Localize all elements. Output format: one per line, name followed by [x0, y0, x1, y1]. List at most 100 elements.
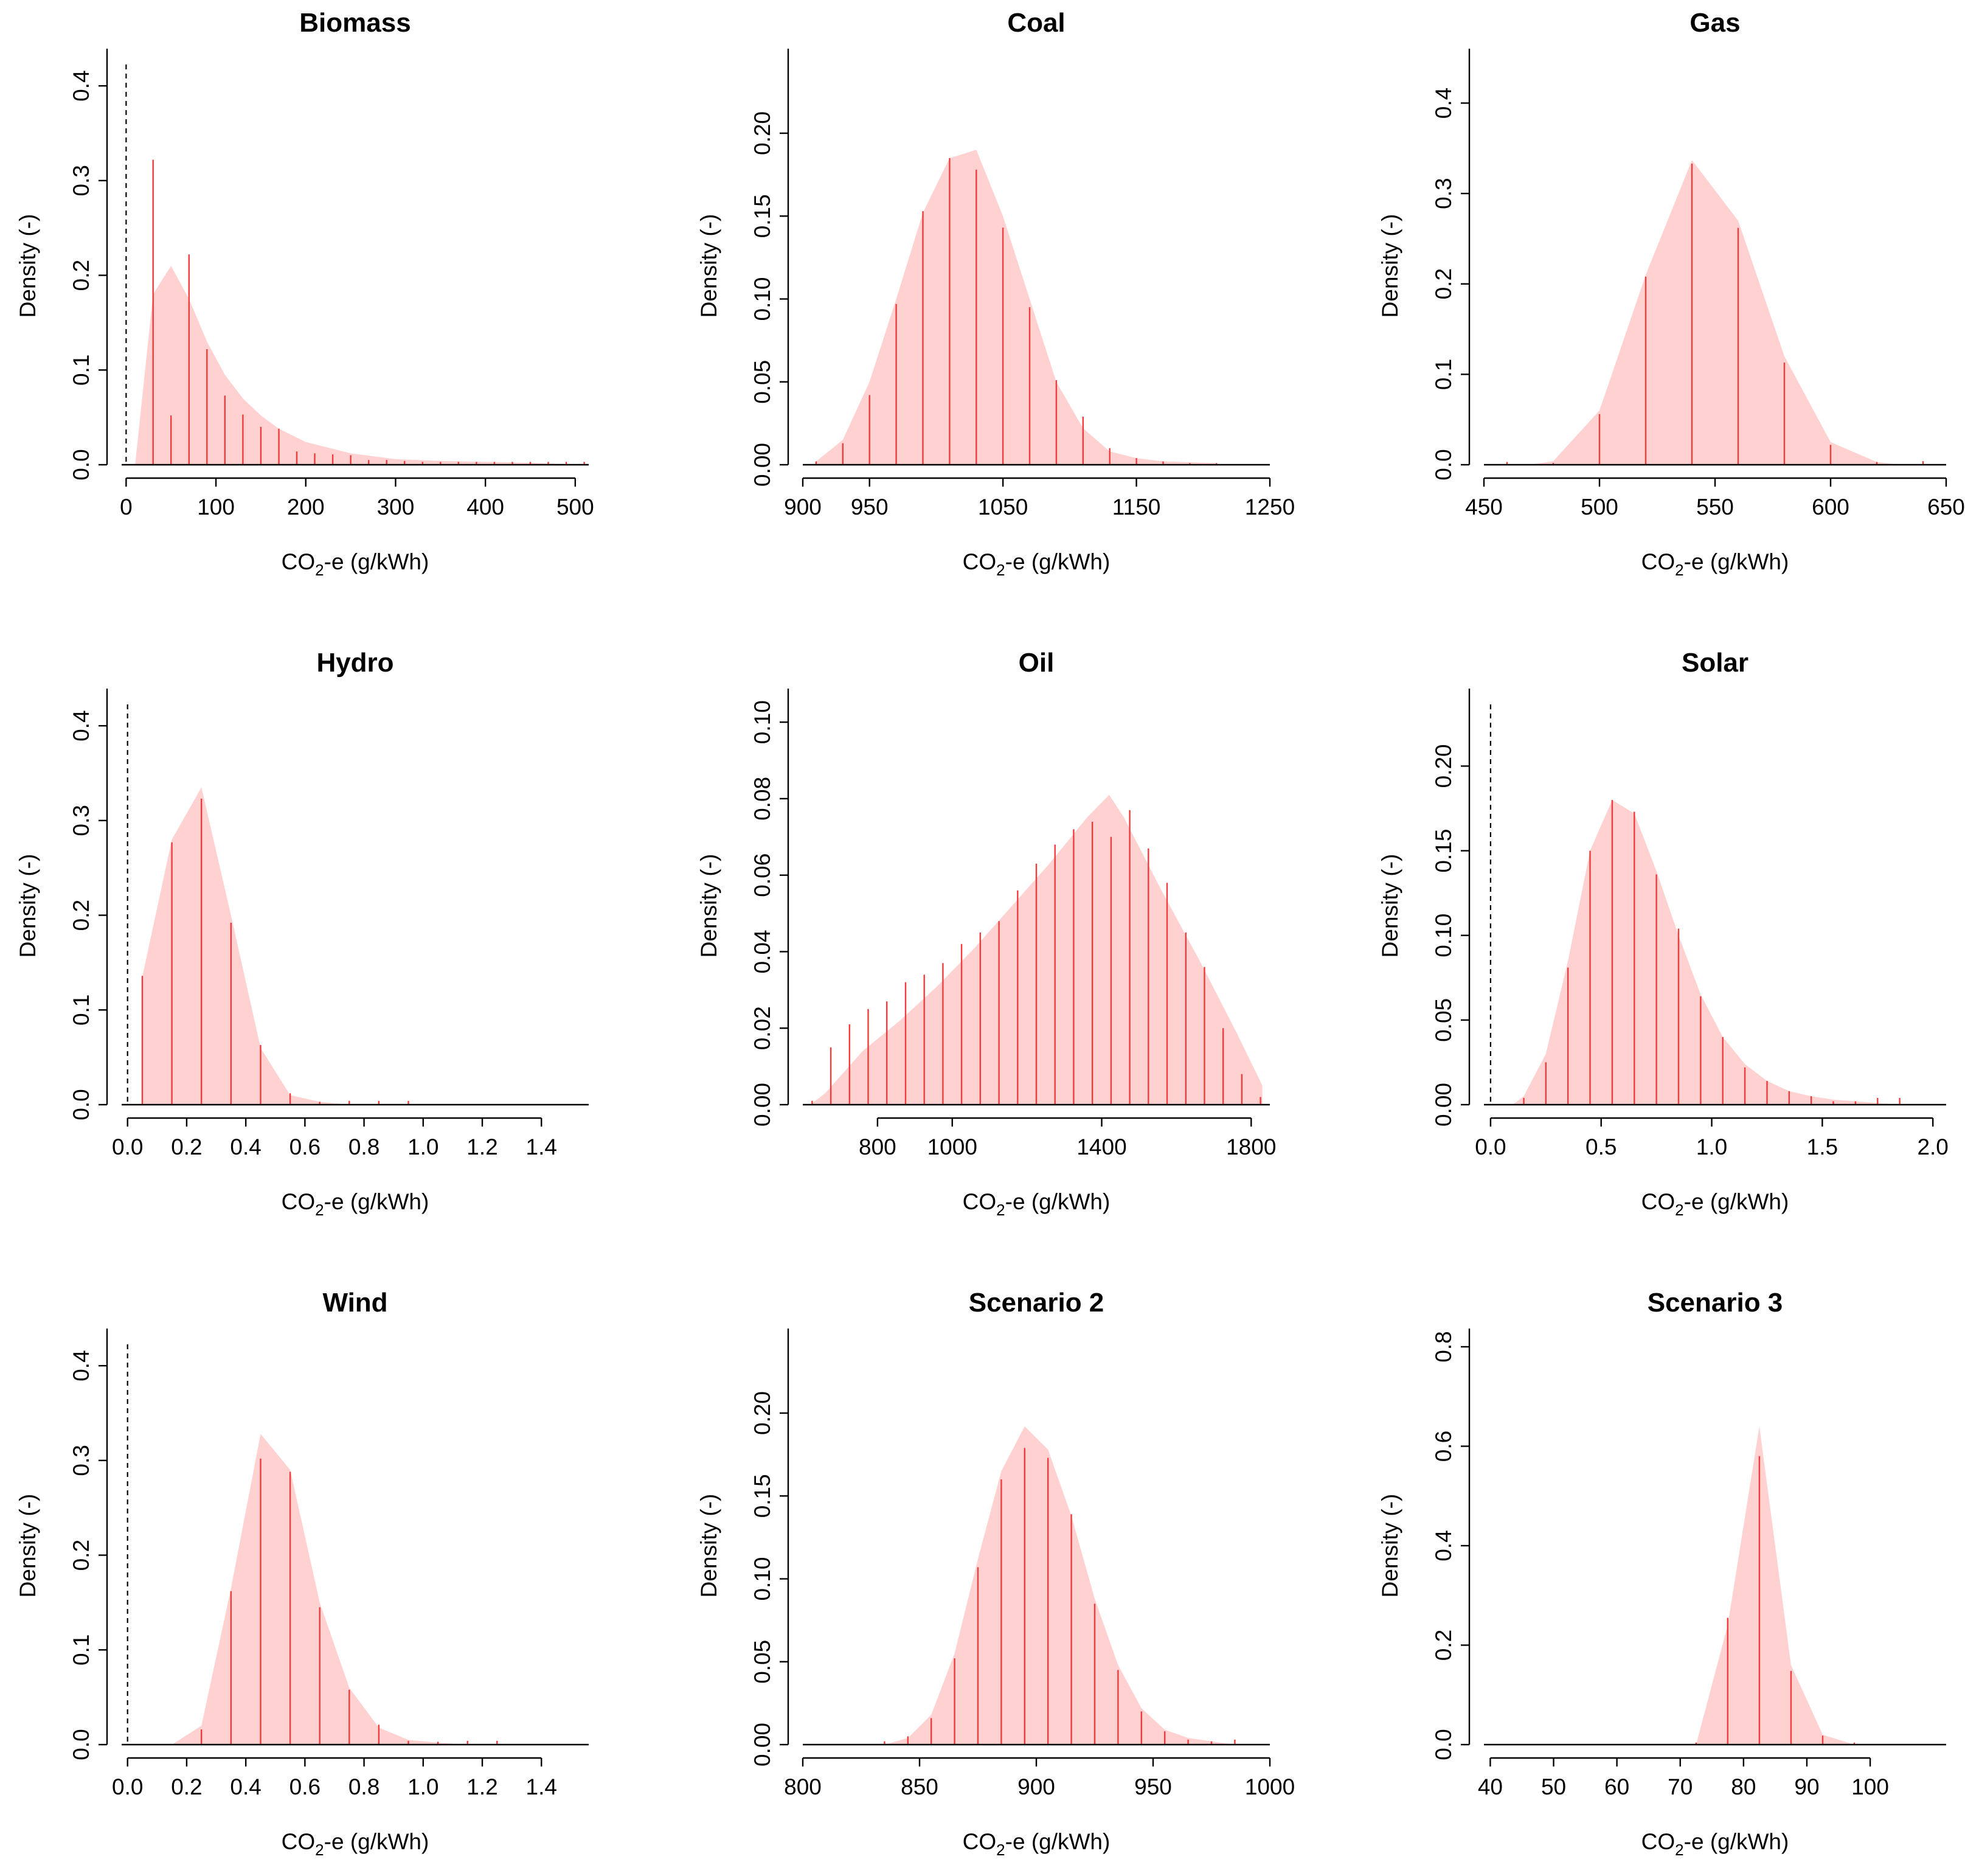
y-tick-label: 0.0 [1431, 449, 1456, 480]
x-tick-label: 1800 [1226, 1134, 1276, 1159]
y-tick-label: 0.00 [750, 1723, 775, 1767]
x-tick-label: 0.8 [348, 1134, 379, 1159]
y-tick-label: 0.20 [750, 111, 775, 155]
y-tick-label: 0.1 [1431, 359, 1456, 390]
panel-solar: 0.0 0.5 1.0 1.5 2.0 0.00 0.05 0.10 0.15 0.20 Densi… [1378, 648, 1949, 1219]
y-tick-label: 0.10 [750, 277, 775, 321]
x-tick-label: 100 [1851, 1774, 1889, 1799]
panel-coal: 900 950 1050 1150 1250 0.00 0.05 0.10 0.15 0.20 De… [696, 8, 1295, 579]
panel-scenario-2: 800 850 900 950 1000 0.00 0.05 0.10 0.15 0.20 Dens… [696, 1288, 1295, 1859]
x-axis-label: CO2-e (g/kWh) [1641, 1189, 1789, 1219]
y-axis-label: Density (-) [15, 214, 40, 318]
x-tick-label: 400 [466, 495, 504, 519]
y-tick-label: 0.1 [69, 355, 94, 386]
y-axis-label: Density (-) [696, 1494, 721, 1598]
y-tick-label: 0.8 [1431, 1331, 1456, 1362]
x-tick-label: 500 [556, 495, 594, 519]
y-tick-label: 0.3 [69, 805, 94, 836]
panel-hydro: 0.0 0.2 0.4 0.6 0.8 1.0 1.2 1.4 0.0 0.1 0.2 0.3 0.4 D… [15, 648, 589, 1219]
y-axis-label: Density (-) [1378, 214, 1402, 318]
x-axis-label: CO2-e (g/kWh) [963, 549, 1111, 579]
x-tick-label: 650 [1927, 495, 1965, 519]
x-tick-label: 800 [859, 1134, 896, 1159]
y-tick-label: 0.00 [750, 443, 775, 487]
x-tick-label: 1.2 [466, 1134, 497, 1159]
y-tick-label: 0.0 [69, 1089, 94, 1120]
x-tick-label: 1.0 [407, 1134, 438, 1159]
panel-gas: 450 500 550 600 650 0.0 0.1 0.2 0.3 0.4 Density (-… [1378, 8, 1965, 579]
x-tick-label: 1000 [927, 1134, 977, 1159]
density-area [142, 787, 350, 1105]
x-axis-label: CO2-e (g/kWh) [282, 1189, 429, 1219]
x-tick-label: 500 [1581, 495, 1618, 519]
x-tick-label: 600 [1812, 495, 1849, 519]
y-tick-label: 0.08 [750, 777, 775, 821]
density-area [1530, 160, 1900, 465]
x-tick-label: 450 [1465, 495, 1503, 519]
x-tick-label: 0.5 [1586, 1134, 1617, 1159]
y-tick-label: 0.10 [1431, 914, 1456, 957]
y-tick-label: 0.4 [69, 1350, 94, 1381]
panel-title: Oil [1019, 648, 1055, 678]
y-tick-label: 0.00 [1431, 1083, 1456, 1127]
panel-scenario-3: 40 50 60 70 80 90 100 0.0 0.2 0.4 0.6 0.8 Density (-… [1378, 1288, 1946, 1859]
y-tick-label: 0.20 [1431, 744, 1456, 788]
x-tick-label: 1.4 [526, 1774, 557, 1799]
y-axis-label: Density (-) [696, 214, 721, 318]
x-tick-label: 1250 [1245, 495, 1295, 519]
x-tick-label: 1.4 [526, 1134, 557, 1159]
panel-title: Gas [1689, 8, 1740, 38]
y-tick-label: 0.2 [69, 900, 94, 931]
y-tick-label: 0.1 [69, 995, 94, 1026]
y-tick-label: 0.4 [69, 70, 94, 101]
x-tick-label: 0.6 [289, 1774, 321, 1799]
x-axis-label: CO2-e (g/kWh) [282, 1829, 429, 1859]
y-tick-label: 0.0 [69, 449, 94, 480]
x-tick-label: 0.0 [112, 1134, 143, 1159]
x-tick-label: 950 [1134, 1774, 1172, 1799]
x-tick-label: 850 [901, 1774, 938, 1799]
density-area [884, 1426, 1235, 1745]
y-axis-label: Density (-) [696, 854, 721, 958]
x-axis-label: CO2-e (g/kWh) [963, 1189, 1111, 1219]
y-tick-label: 0.4 [1431, 1530, 1456, 1561]
y-tick-label: 0.02 [750, 1006, 775, 1050]
y-tick-label: 0.2 [1431, 268, 1456, 299]
x-axis-label: CO2-e (g/kWh) [963, 1829, 1111, 1859]
y-tick-label: 0.6 [1431, 1431, 1456, 1462]
panel-biomass: 0 100 200 300 400 500 0.0 0.1 0.2 0.3 0.4 Density (… [15, 8, 594, 579]
x-tick-label: 900 [1017, 1774, 1055, 1799]
panel-title: Wind [322, 1288, 387, 1318]
x-tick-label: 80 [1731, 1774, 1756, 1799]
x-tick-label: 70 [1668, 1774, 1693, 1799]
y-tick-label: 0.3 [69, 1445, 94, 1476]
y-tick-label: 0.2 [1431, 1630, 1456, 1661]
y-tick-label: 0.15 [750, 1474, 775, 1518]
y-tick-label: 0.15 [750, 194, 775, 238]
x-tick-label: 100 [197, 495, 235, 519]
y-tick-label: 0.10 [750, 1557, 775, 1600]
x-tick-label: 40 [1478, 1774, 1503, 1799]
y-tick-label: 0.05 [750, 1640, 775, 1684]
panel-title: Hydro [316, 648, 393, 678]
y-tick-label: 0.0 [69, 1729, 94, 1760]
x-tick-label: 0.2 [171, 1774, 202, 1799]
density-area [172, 1434, 468, 1745]
x-axis-label: CO2-e (g/kWh) [1641, 549, 1789, 579]
x-tick-label: 1050 [978, 495, 1028, 519]
y-axis-label: Density (-) [1378, 854, 1402, 958]
x-tick-label: 0.4 [230, 1134, 261, 1159]
y-tick-label: 0.05 [1431, 998, 1456, 1042]
y-tick-label: 0.05 [750, 360, 775, 404]
x-tick-label: 0.0 [1475, 1134, 1506, 1159]
panel-wind: 0.0 0.2 0.4 0.6 0.8 1.0 1.2 1.4 0.0 0.1 0.2 0.3 0.4 D… [15, 1288, 589, 1859]
y-axis-label: Density (-) [1378, 1494, 1402, 1598]
x-tick-label: 2.0 [1917, 1134, 1948, 1159]
x-tick-label: 1.5 [1807, 1134, 1838, 1159]
y-tick-label: 0.20 [750, 1391, 775, 1435]
y-tick-label: 0.00 [750, 1083, 775, 1127]
y-tick-label: 0.15 [1431, 829, 1456, 873]
y-tick-label: 0.04 [750, 929, 775, 973]
x-tick-label: 1400 [1076, 1134, 1126, 1159]
